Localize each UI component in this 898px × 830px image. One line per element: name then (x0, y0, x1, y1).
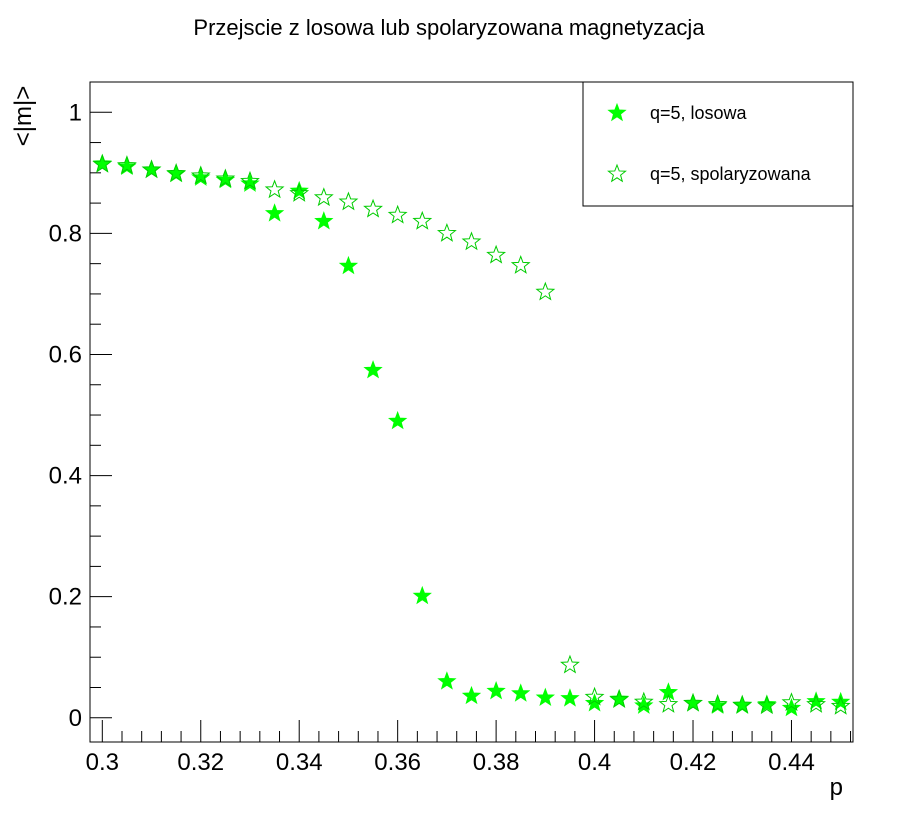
point-spolaryzowana (461, 231, 482, 251)
point-losowa (264, 203, 285, 222)
point-losowa (191, 167, 211, 186)
point-losowa (461, 685, 482, 705)
legend-marker (607, 102, 627, 122)
point-spolaryzowana (732, 694, 753, 714)
legend-label: q=5, spolaryzowana (650, 164, 812, 184)
point-losowa (166, 163, 186, 183)
legend-box (582, 81, 854, 207)
y-axis-label: <|m|> (10, 86, 37, 147)
point-losowa (781, 697, 802, 717)
point-losowa (757, 694, 777, 713)
point-losowa (535, 687, 555, 707)
point-spolaryzowana (560, 654, 580, 674)
point-losowa (314, 211, 334, 230)
point-spolaryzowana (584, 686, 605, 706)
point-spolaryzowana (412, 210, 433, 230)
point-spolaryzowana (190, 165, 211, 185)
point-losowa (732, 695, 752, 714)
point-spolaryzowana (535, 281, 556, 301)
legend-marker (607, 163, 627, 183)
point-spolaryzowana (338, 191, 359, 211)
legend-label: q=5, losowa (650, 103, 748, 123)
point-losowa (215, 169, 236, 189)
point-spolaryzowana (215, 168, 236, 188)
point-spolaryzowana (683, 692, 703, 712)
x-tick-label: 0.4 (578, 749, 611, 776)
x-tick-label: 0.3 (86, 749, 119, 776)
point-losowa (831, 691, 851, 711)
point-losowa (412, 585, 432, 605)
point-spolaryzowana (486, 244, 507, 264)
point-spolaryzowana (806, 694, 826, 713)
point-spolaryzowana (264, 179, 285, 199)
x-tick-label: 0.32 (177, 749, 224, 776)
y-axis: 0 0.2 0.4 0.6 0.8 1 (49, 81, 112, 732)
point-losowa (658, 682, 679, 701)
chart-title: Przejscie z losowa lub spolaryzowana mag… (193, 15, 705, 40)
point-losowa (486, 680, 506, 700)
point-losowa (584, 693, 605, 712)
y-tick-label: 0.6 (49, 341, 82, 368)
point-spolaryzowana (166, 163, 187, 182)
point-spolaryzowana (141, 159, 162, 179)
point-losowa (707, 695, 728, 714)
point-spolaryzowana (92, 153, 113, 173)
point-spolaryzowana (387, 204, 408, 224)
y-tick-label: 0.2 (49, 584, 82, 611)
x-tick-label: 0.42 (670, 749, 717, 776)
y-tick-label: 0.8 (49, 220, 82, 247)
y-tick-label: 0.4 (49, 463, 82, 490)
point-losowa (363, 360, 383, 379)
y-tick-label: 0 (69, 705, 82, 732)
point-spolaryzowana (510, 255, 531, 274)
point-spolaryzowana (117, 155, 137, 174)
point-losowa (560, 688, 580, 707)
legend: q=5, losowa q=5, spolaryzowana (582, 81, 854, 207)
x-tick-label: 0.44 (768, 749, 815, 776)
point-spolaryzowana (363, 198, 383, 218)
point-losowa (511, 683, 531, 702)
point-spolaryzowana (240, 170, 260, 190)
point-spolaryzowana (313, 187, 334, 207)
point-losowa (388, 410, 408, 430)
point-spolaryzowana (756, 695, 777, 715)
point-spolaryzowana (609, 689, 630, 709)
point-spolaryzowana (707, 694, 728, 713)
x-tick-label: 0.34 (276, 749, 323, 776)
x-tick-label: 0.38 (473, 749, 520, 776)
y-tick-label: 1 (69, 99, 82, 126)
point-spolaryzowana (658, 694, 679, 713)
x-axis-label: p (830, 774, 843, 801)
point-losowa (338, 255, 359, 275)
data-points (92, 153, 851, 717)
point-losowa (634, 695, 654, 714)
point-spolaryzowana (830, 695, 851, 715)
point-spolaryzowana (633, 691, 654, 711)
plot-frame (89, 81, 854, 743)
point-losowa (240, 173, 260, 192)
x-axis: 0.3 0.32 0.34 0.36 0.38 0.4 0.42 0.44 (86, 720, 852, 776)
point-losowa (289, 180, 309, 200)
point-losowa (437, 671, 457, 690)
point-losowa (117, 156, 137, 175)
point-losowa (806, 691, 826, 710)
point-losowa (92, 153, 112, 172)
x-tick-label: 0.36 (374, 749, 421, 776)
point-spolaryzowana (781, 692, 802, 712)
point-spolaryzowana (289, 182, 310, 202)
point-spolaryzowana (436, 222, 457, 242)
